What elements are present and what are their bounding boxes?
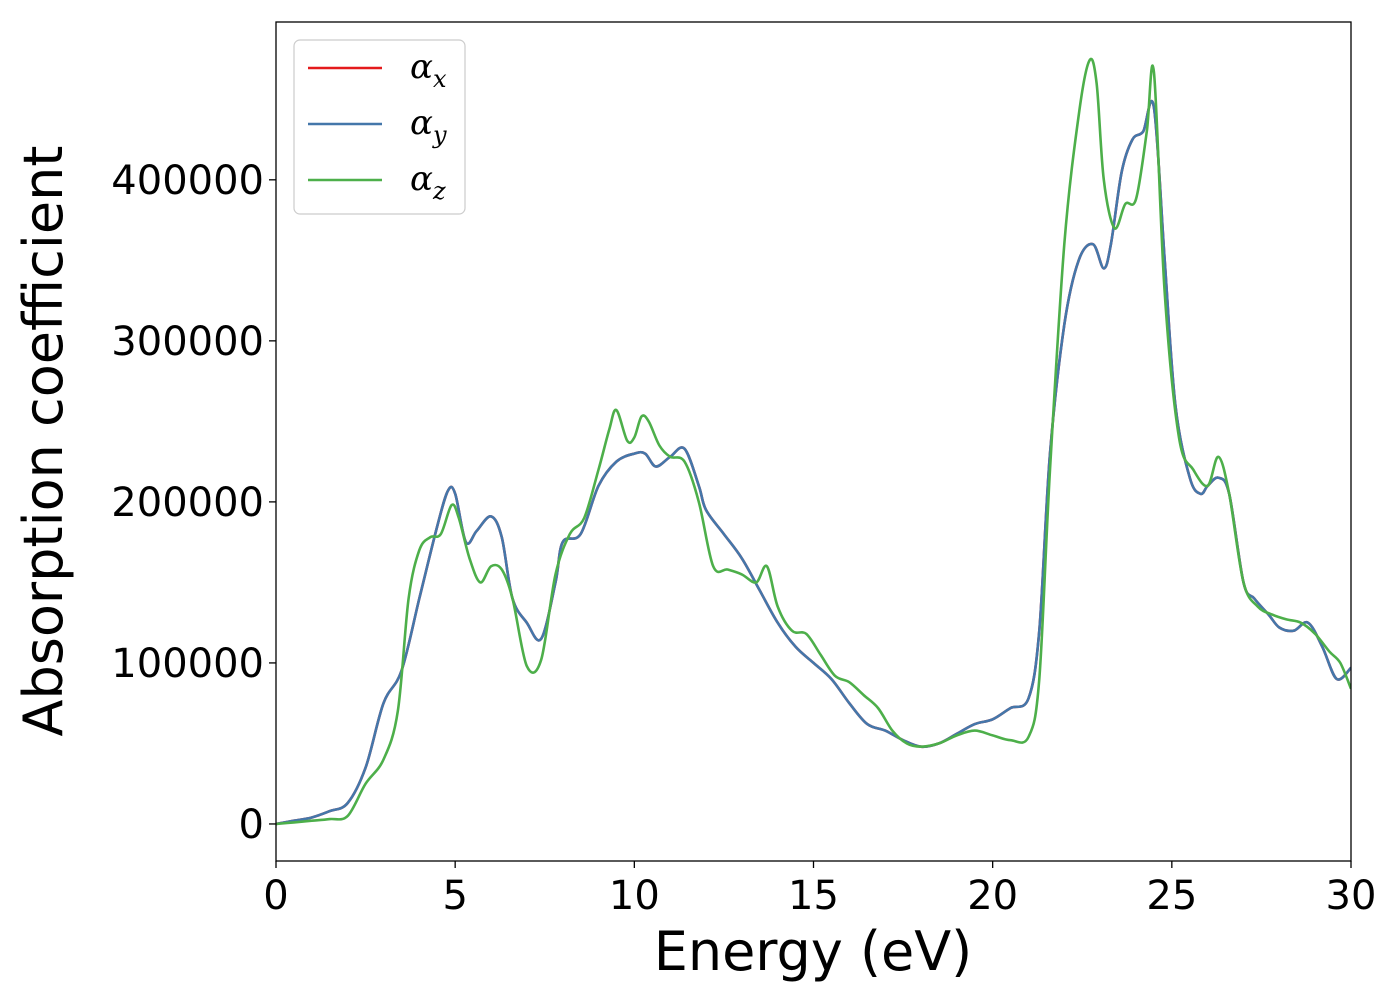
legend-label-x: αx [410, 47, 447, 93]
legend-frame [293, 39, 466, 215]
x-tick-label: 20 [967, 873, 1018, 919]
x-tick-label: 25 [1146, 873, 1197, 919]
x-tick-label: 0 [263, 873, 288, 919]
x-axis-label: Energy (eV) [654, 920, 973, 983]
x-tick-label: 30 [1326, 873, 1377, 919]
y-tick-label: 200000 [111, 480, 264, 526]
y-axis-label: Absorption coefficient [12, 146, 75, 737]
y-axis: 0 100000 200000 300000 400000 [111, 158, 276, 848]
y-tick-label: 300000 [111, 319, 264, 365]
x-tick-label: 10 [609, 873, 660, 919]
series-line-y [276, 99, 1351, 826]
y-tick-label: 0 [239, 802, 264, 848]
series-layer [276, 57, 1351, 826]
y-tick-label: 100000 [111, 641, 264, 687]
x-axis: 0 5 10 15 20 25 30 [263, 861, 1376, 919]
x-tick-label: 15 [788, 873, 839, 919]
x-tick-label: 5 [442, 873, 467, 919]
legend-label-y: αy [410, 103, 447, 149]
series-line-z [276, 57, 1351, 826]
y-tick-label: 400000 [111, 158, 264, 204]
